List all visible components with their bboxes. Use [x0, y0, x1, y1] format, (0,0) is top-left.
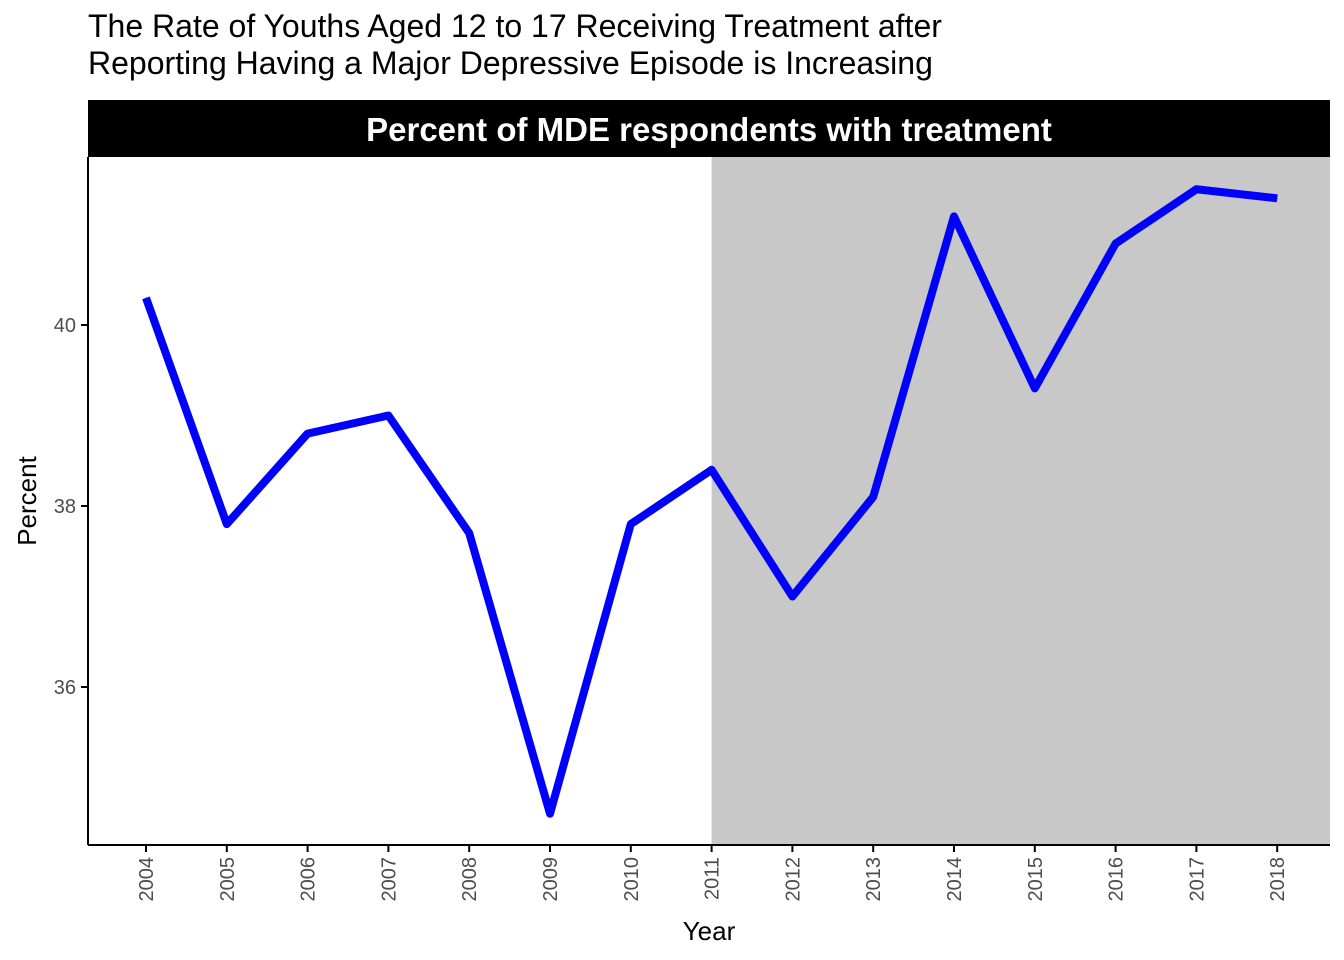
data-point	[872, 496, 874, 498]
chart-subtitle: Reporting Having a Major Depressive Epis…	[88, 45, 933, 81]
data-point	[549, 813, 551, 815]
y-tick-label: 36	[54, 677, 76, 699]
data-point	[1276, 197, 1278, 199]
y-tick-label: 40	[54, 315, 76, 337]
x-tick-label: 2006	[298, 857, 320, 902]
x-tick-label: 2013	[863, 857, 885, 902]
series-group	[142, 185, 1278, 818]
y-tick-label: 38	[54, 496, 76, 518]
x-axis: 2004 2005 2006 2007 2008 2009 2010 2011 2012 2013…	[88, 844, 1330, 902]
data-point	[307, 433, 309, 435]
x-axis-title: Year	[683, 916, 736, 946]
x-tick-label: 2012	[782, 857, 804, 902]
data-point	[953, 215, 955, 217]
x-tick-label: 2005	[217, 857, 239, 902]
data-point	[145, 297, 147, 299]
x-tick-label: 2016	[1106, 857, 1128, 902]
data-point	[630, 523, 632, 525]
facet-strip-label: Percent of MDE respondents with treatmen…	[366, 111, 1052, 148]
chart-title-block: The Rate of Youths Aged 12 to 17 Receivi…	[88, 8, 942, 82]
x-tick-label: 2010	[621, 857, 643, 902]
x-tick-label: 2017	[1186, 857, 1208, 902]
x-tick-label: 2004	[136, 857, 158, 902]
x-tick-label: 2008	[459, 857, 481, 902]
x-tick-label: 2009	[540, 857, 562, 902]
data-point	[1034, 387, 1036, 389]
facet-strip	[88, 100, 1330, 157]
chart-title: The Rate of Youths Aged 12 to 17 Receivi…	[88, 8, 942, 44]
x-tick-label: 2014	[944, 857, 966, 902]
y-axis: 36 38 40	[54, 157, 89, 845]
data-point	[226, 523, 228, 525]
x-tick-label: 2007	[378, 857, 400, 902]
data-point	[1115, 243, 1117, 245]
shaded-period-region	[711, 157, 1330, 845]
data-point	[387, 415, 389, 416]
data-point	[1195, 188, 1197, 190]
y-axis-title: Percent	[12, 455, 42, 545]
x-tick-label: 2015	[1025, 857, 1047, 902]
x-tick-label: 2018	[1267, 857, 1289, 902]
x-tick-label: 2011	[702, 857, 724, 900]
data-point	[711, 469, 713, 471]
data-point	[791, 596, 793, 597]
data-point	[468, 532, 470, 534]
